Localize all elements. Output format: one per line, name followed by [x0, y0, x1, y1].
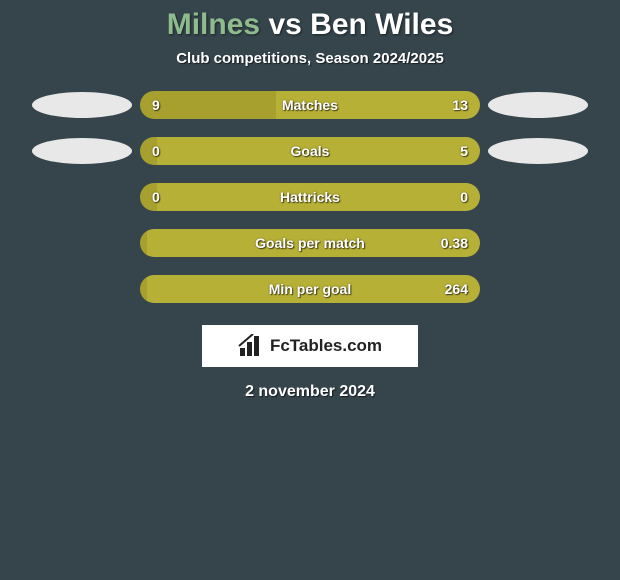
- metric-label: Goals per match: [255, 235, 365, 251]
- bar-left-fill: [140, 229, 147, 257]
- stat-bar: 0.38 Goals per match: [140, 229, 480, 257]
- right-value: 264: [445, 281, 468, 297]
- player1-name: Milnes: [167, 8, 260, 41]
- stat-row: 264 Min per goal: [0, 275, 620, 303]
- left-value: 9: [152, 97, 160, 113]
- metric-label: Min per goal: [269, 281, 351, 297]
- right-value: 0: [460, 189, 468, 205]
- subtitle: Club competitions, Season 2024/2025: [0, 50, 620, 67]
- bar-left-fill: [140, 91, 276, 119]
- player2-ellipse: [488, 92, 588, 118]
- spacer: [32, 276, 132, 302]
- stat-row: 9 13 Matches: [0, 91, 620, 119]
- left-value: 0: [152, 189, 160, 205]
- spacer: [488, 276, 588, 302]
- stat-row: 0 0 Hattricks: [0, 183, 620, 211]
- stat-bar: 0 5 Goals: [140, 137, 480, 165]
- right-value: 13: [452, 97, 468, 113]
- stat-bar: 264 Min per goal: [140, 275, 480, 303]
- player1-ellipse: [32, 138, 132, 164]
- metric-label: Goals: [291, 143, 330, 159]
- right-value: 0.38: [441, 235, 468, 251]
- metric-label: Matches: [282, 97, 338, 113]
- date-text: 2 november 2024: [0, 383, 620, 401]
- bar-left-fill: [140, 275, 147, 303]
- right-value: 5: [460, 143, 468, 159]
- player2-name: Ben Wiles: [310, 8, 453, 41]
- stat-row: 0.38 Goals per match: [0, 229, 620, 257]
- bar-chart-icon: [238, 334, 266, 358]
- metric-label: Hattricks: [280, 189, 340, 205]
- stats-rows: 9 13 Matches 0 5 Goals 0 0 Hattricks 0.38 Goals pe…: [0, 91, 620, 303]
- stat-bar: 9 13 Matches: [140, 91, 480, 119]
- vs-text: vs: [268, 8, 301, 41]
- player1-ellipse: [32, 92, 132, 118]
- spacer: [32, 184, 132, 210]
- stat-bar: 0 0 Hattricks: [140, 183, 480, 211]
- spacer: [32, 230, 132, 256]
- page-title: Milnes vs Ben Wiles: [0, 8, 620, 42]
- logo-box: FcTables.com: [202, 325, 418, 367]
- logo-text: FcTables.com: [270, 336, 382, 356]
- player2-ellipse: [488, 138, 588, 164]
- left-value: 0: [152, 143, 160, 159]
- spacer: [488, 230, 588, 256]
- spacer: [488, 184, 588, 210]
- stat-row: 0 5 Goals: [0, 137, 620, 165]
